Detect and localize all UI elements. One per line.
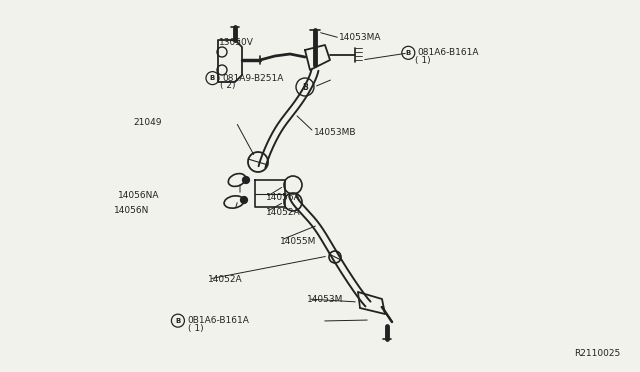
Text: 21049: 21049 — [133, 118, 162, 126]
Text: B: B — [175, 318, 180, 324]
Text: 14052A: 14052A — [266, 208, 300, 217]
Text: 0B1A6-B161A: 0B1A6-B161A — [188, 316, 250, 325]
Text: 14053M: 14053M — [307, 295, 344, 304]
Text: 14056NA: 14056NA — [118, 191, 160, 200]
Text: ( 1): ( 1) — [415, 56, 430, 65]
Circle shape — [243, 176, 250, 183]
Text: R2110025: R2110025 — [573, 349, 620, 358]
Text: 14056N: 14056N — [114, 206, 149, 215]
Text: 14053MB: 14053MB — [314, 128, 356, 137]
Text: B: B — [302, 83, 308, 92]
Text: B: B — [406, 50, 411, 56]
Circle shape — [241, 196, 248, 203]
Text: 14052A: 14052A — [208, 275, 243, 284]
Text: 13050V: 13050V — [220, 38, 254, 47]
Text: ( 2): ( 2) — [220, 81, 235, 90]
Text: 081A6-B161A: 081A6-B161A — [418, 48, 479, 57]
Text: 14055M: 14055M — [280, 237, 317, 246]
Text: 14053MA: 14053MA — [339, 33, 381, 42]
Text: ( 1): ( 1) — [188, 324, 203, 333]
Text: 081A9-B251A: 081A9-B251A — [222, 74, 284, 83]
Text: B: B — [210, 75, 215, 81]
Text: 14056A: 14056A — [266, 193, 300, 202]
